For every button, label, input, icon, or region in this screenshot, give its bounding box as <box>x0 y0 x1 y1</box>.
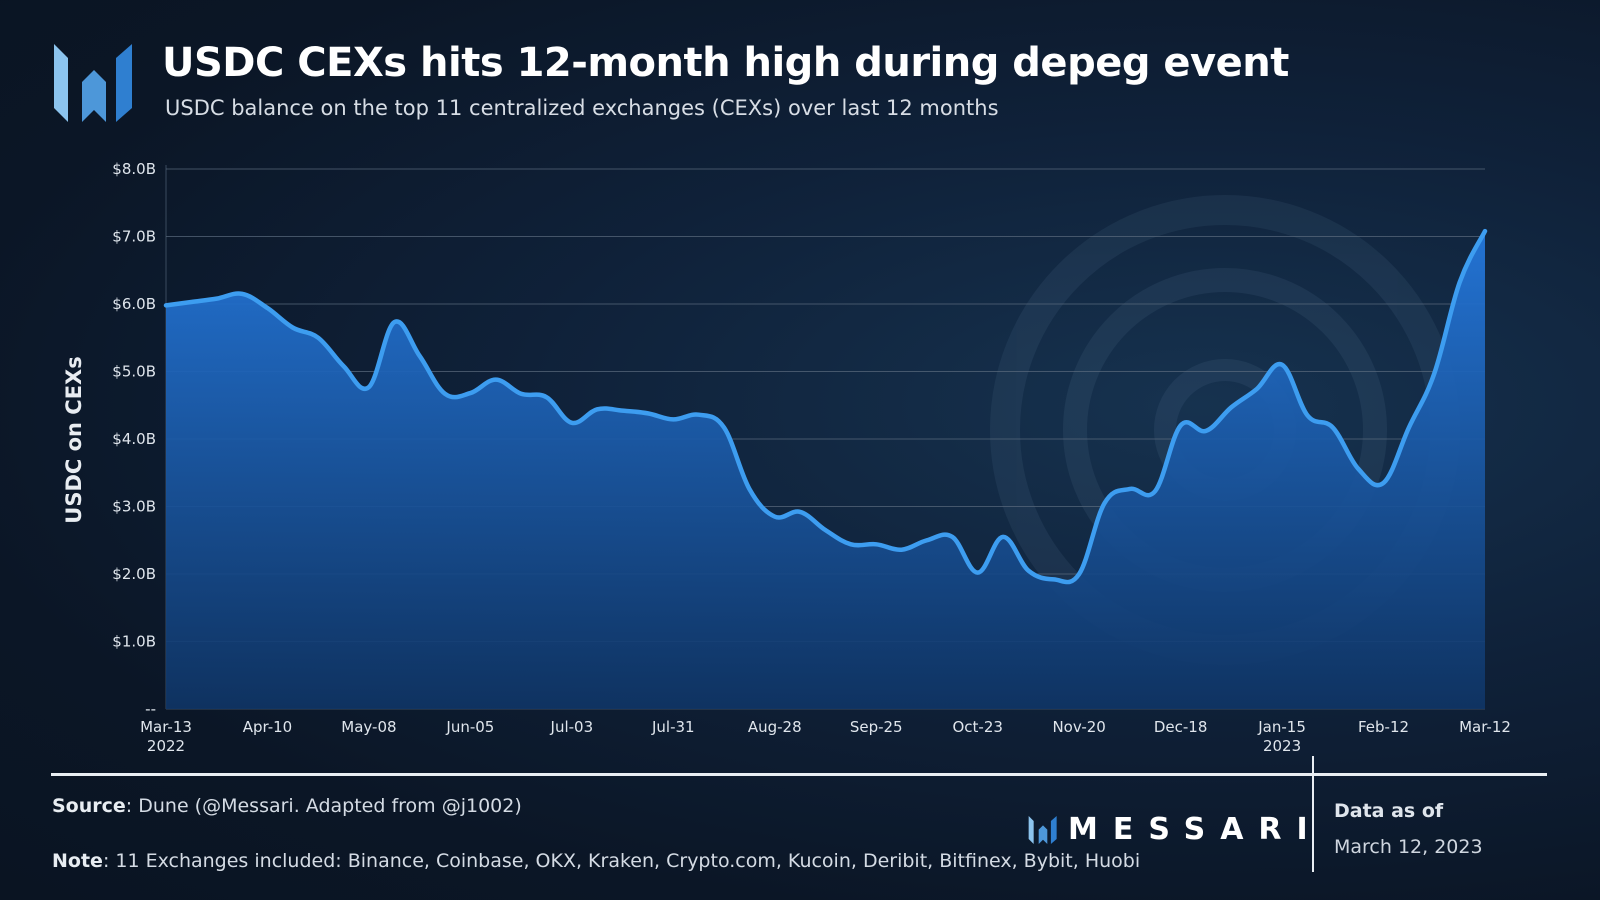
y-tick-label: $1.0B <box>112 633 156 651</box>
y-tick-label: $8.0B <box>112 160 156 178</box>
messari-logo-icon <box>54 44 132 122</box>
chart-subtitle: USDC balance on the top 11 centralized e… <box>165 96 999 120</box>
data-as-of-value: March 12, 2023 <box>1334 836 1483 858</box>
messari-logo-small-icon <box>1028 815 1057 844</box>
x-tick-label: Apr-10 <box>243 718 293 736</box>
chart-title: USDC CEXs hits 12-month high during depe… <box>162 40 1289 86</box>
x-tick-label: Dec-18 <box>1154 718 1208 736</box>
exchanges-note: Note: 11 Exchanges included: Binance, Co… <box>52 850 1140 872</box>
x-tick-label: Jul-03 <box>550 718 594 736</box>
area-fill <box>166 231 1485 709</box>
x-tick-year: 2022 <box>147 737 185 755</box>
source-label: Source <box>52 795 126 817</box>
messari-brand: MESSARI <box>1028 812 1323 847</box>
note-label: Note <box>52 850 103 872</box>
y-tick-label: $2.0B <box>112 565 156 583</box>
x-tick-label: Mar-13 <box>140 718 192 736</box>
area-chart: -- $1.0B $2.0B $3.0B $4.0B $5.0B $6.0B $7.0B $8.… <box>112 160 1511 755</box>
x-tick-label: Mar-12 <box>1459 718 1511 736</box>
note-text: : 11 Exchanges included: Binance, Coinba… <box>102 850 1141 872</box>
x-tick-label: May-08 <box>341 718 396 736</box>
footer-divider <box>51 773 1547 776</box>
y-tick-label: $6.0B <box>112 295 156 313</box>
y-axis-label: USDC on CEXs <box>62 356 86 524</box>
messari-wordmark: MESSARI <box>1068 812 1323 847</box>
x-tick-label: Feb-12 <box>1358 718 1409 736</box>
x-tick-label: Sep-25 <box>850 718 903 736</box>
source-text: : Dune (@Messari. Adapted from @j1002) <box>125 795 522 817</box>
x-tick-label: Nov-20 <box>1052 718 1105 736</box>
x-tick-label: Oct-23 <box>952 718 1002 736</box>
footer-vertical-divider <box>1312 756 1314 872</box>
y-tick-label: $3.0B <box>112 498 156 516</box>
data-as-of-label: Data as of <box>1334 800 1444 822</box>
x-tick-year: 2023 <box>1263 737 1301 755</box>
y-tick-label: $4.0B <box>112 430 156 448</box>
x-tick-label: Jun-05 <box>445 718 494 736</box>
y-tick-label: -- <box>145 700 156 718</box>
y-tick-label: $7.0B <box>112 228 156 246</box>
series-line <box>163 228 1488 585</box>
y-tick-label: $5.0B <box>112 363 156 381</box>
x-tick-label: Jul-31 <box>651 718 695 736</box>
source-note: Source: Dune (@Messari. Adapted from @j1… <box>52 795 522 817</box>
x-tick-label: Aug-28 <box>748 718 802 736</box>
x-tick-label: Jan-15 <box>1257 718 1306 736</box>
